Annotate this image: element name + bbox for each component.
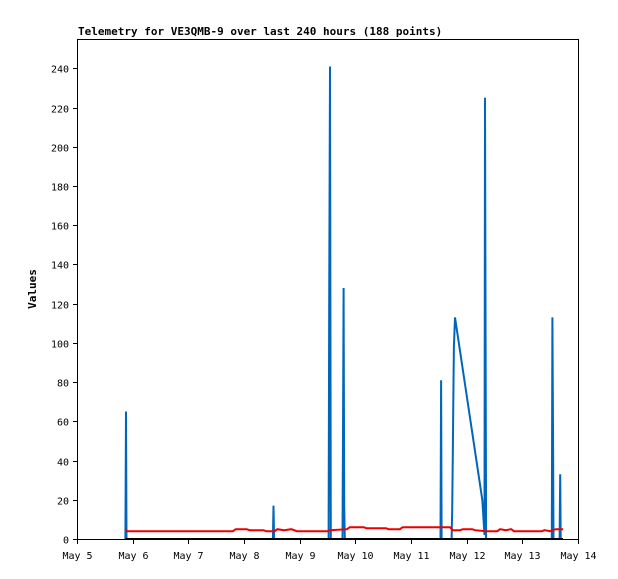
x-tick-label: May 8 <box>229 551 259 562</box>
x-tick-label: May 12 <box>449 551 485 562</box>
series-line-2 <box>124 526 563 533</box>
y-tick-label: 60 <box>57 418 69 429</box>
x-tick-label: May 6 <box>118 551 148 562</box>
x-tick-label: May 9 <box>285 551 315 562</box>
y-tick-label: 0 <box>63 536 69 547</box>
y-tick-label: 240 <box>51 65 69 76</box>
x-tick-label: May 7 <box>173 551 203 562</box>
y-tick-label: 20 <box>57 497 69 508</box>
y-tick-label: 120 <box>51 301 69 312</box>
y-tick-label: 200 <box>51 144 69 155</box>
y-ticks: 0 20 40 60 80 100 120 140 160 180 200 220 240 <box>51 65 77 547</box>
series-line-1 <box>124 66 562 540</box>
y-tick-label: 220 <box>51 105 69 116</box>
y-tick-label: 180 <box>51 183 69 194</box>
x-tick-label: May 10 <box>337 551 373 562</box>
x-tick-label: May 11 <box>393 551 429 562</box>
x-tick-label: May 13 <box>504 551 540 562</box>
y-tick-label: 160 <box>51 222 69 233</box>
y-tick-label: 100 <box>51 340 69 351</box>
x-tick-label: May 5 <box>62 551 92 562</box>
series-layer <box>124 66 563 540</box>
y-tick-label: 80 <box>57 379 69 390</box>
y-tick-label: 40 <box>57 458 69 469</box>
chart-title: Telemetry for VE3QMB-9 over last 240 hou… <box>78 25 442 38</box>
x-tick-labels: May 5 May 6 May 7 May 8 May 9 May 10 May 11 May… <box>62 551 596 562</box>
plot-frame <box>77 39 579 540</box>
y-tick-label: 140 <box>51 261 69 272</box>
x-tick-label: May 14 <box>560 551 596 562</box>
y-axis-label: Values <box>26 269 39 309</box>
